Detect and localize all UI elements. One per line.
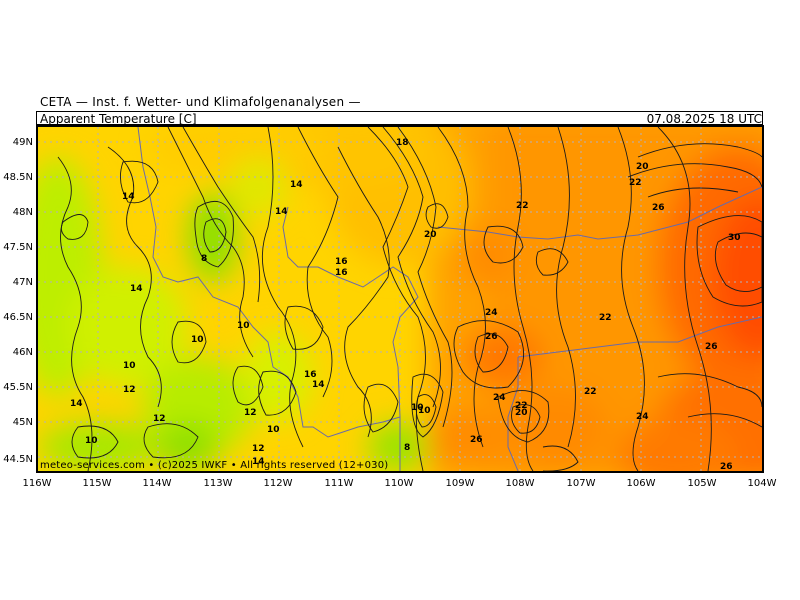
contour-label: 10: [411, 403, 424, 413]
lat-tick: 47.5N: [3, 242, 33, 253]
lat-tick: 49N: [13, 137, 33, 148]
contour-label: 12: [244, 408, 257, 418]
y-axis-ticks: 49N 48.5N 48N 47.5N 47N 46.5N 46N 45.5N …: [3, 137, 33, 465]
contour-label: 10: [191, 335, 204, 345]
contour-label: 20: [636, 162, 649, 172]
lat-tick: 47N: [13, 277, 33, 288]
lat-tick: 48N: [13, 207, 33, 218]
lon-tick: 116W: [23, 478, 52, 489]
contour-label: 14: [122, 192, 135, 202]
lat-tick: 46N: [13, 347, 33, 358]
contour-label: 16: [304, 370, 317, 380]
contour-label: 22: [599, 313, 612, 323]
contour-label: 12: [252, 444, 265, 454]
lon-tick: 108W: [506, 478, 535, 489]
map-canvas: 18 14 14 14 8 14 10 10 10 12 14 12 10 16…: [38, 127, 762, 471]
lat-tick: 45.5N: [3, 382, 33, 393]
weather-map: 18 14 14 14 8 14 10 10 10 12 14 12 10 16…: [36, 125, 764, 473]
contour-label: 22: [515, 401, 528, 411]
lat-tick: 48.5N: [3, 172, 33, 183]
lon-tick: 110W: [385, 478, 414, 489]
contour-label: 24: [636, 412, 649, 422]
contour-label: 10: [123, 361, 136, 371]
contour-label: 26: [652, 203, 665, 213]
copyright-credit: meteo-services.com • (c)2025 IWKF • All …: [40, 460, 389, 471]
valid-datetime: 07.08.2025 18 UTC: [646, 112, 762, 126]
lon-tick: 114W: [143, 478, 172, 489]
contour-label: 22: [584, 387, 597, 397]
lon-tick: 107W: [567, 478, 596, 489]
contour-label: 14: [275, 207, 288, 217]
lon-tick: 109W: [446, 478, 475, 489]
contour-label: 14: [290, 180, 303, 190]
contour-label: 16: [335, 257, 348, 267]
contour-label: 14: [130, 284, 143, 294]
lat-tick: 45N: [13, 417, 33, 428]
contour-label: 22: [516, 201, 529, 211]
contour-label: 10: [85, 436, 98, 446]
contour-label: 12: [153, 414, 166, 424]
title-bar: [36, 111, 763, 125]
lon-tick: 112W: [264, 478, 293, 489]
contour-label: 14: [70, 399, 83, 409]
contour-label: 10: [418, 406, 431, 416]
contour-label: 8: [201, 254, 207, 264]
temperature-contours: [57, 127, 762, 471]
contour-label: 20: [424, 230, 437, 240]
contour-label: 12: [123, 385, 136, 395]
contour-label: 30: [728, 233, 741, 243]
lon-tick: 104W: [748, 478, 777, 489]
contour-label: 24: [485, 308, 498, 318]
contour-label: 18: [396, 138, 409, 148]
lon-tick: 105W: [688, 478, 717, 489]
contour-label: 8: [404, 443, 410, 453]
parameter-title: Apparent Temperature [C]: [40, 112, 197, 126]
lon-tick: 115W: [83, 478, 112, 489]
x-axis-ticks: 116W 115W 114W 113W 112W 111W 110W 109W …: [23, 478, 777, 489]
contour-label: 20: [515, 408, 528, 418]
contour-labels: 18 14 14 14 8 14 10 10 10 12 14 12 10 16…: [70, 138, 741, 471]
lat-tick: 44.5N: [3, 454, 33, 465]
contour-label: 14: [312, 380, 325, 390]
contour-label: 10: [237, 321, 250, 331]
lon-tick: 106W: [627, 478, 656, 489]
contour-label: 14: [252, 457, 265, 467]
contour-label: 16: [335, 268, 348, 278]
lon-tick: 111W: [325, 478, 354, 489]
lon-tick: 113W: [204, 478, 233, 489]
contour-label: 26: [705, 342, 718, 352]
contour-label: 26: [720, 462, 733, 471]
contour-label: 22: [629, 178, 642, 188]
map-source-title: CETA — Inst. f. Wetter- und Klimafolgena…: [40, 95, 361, 109]
contour-label: 24: [493, 393, 506, 403]
contour-label: 10: [267, 425, 280, 435]
lat-tick: 46.5N: [3, 312, 33, 323]
temperature-field: [38, 127, 762, 471]
contour-label: 26: [470, 435, 483, 445]
contour-label: 26: [485, 332, 498, 342]
